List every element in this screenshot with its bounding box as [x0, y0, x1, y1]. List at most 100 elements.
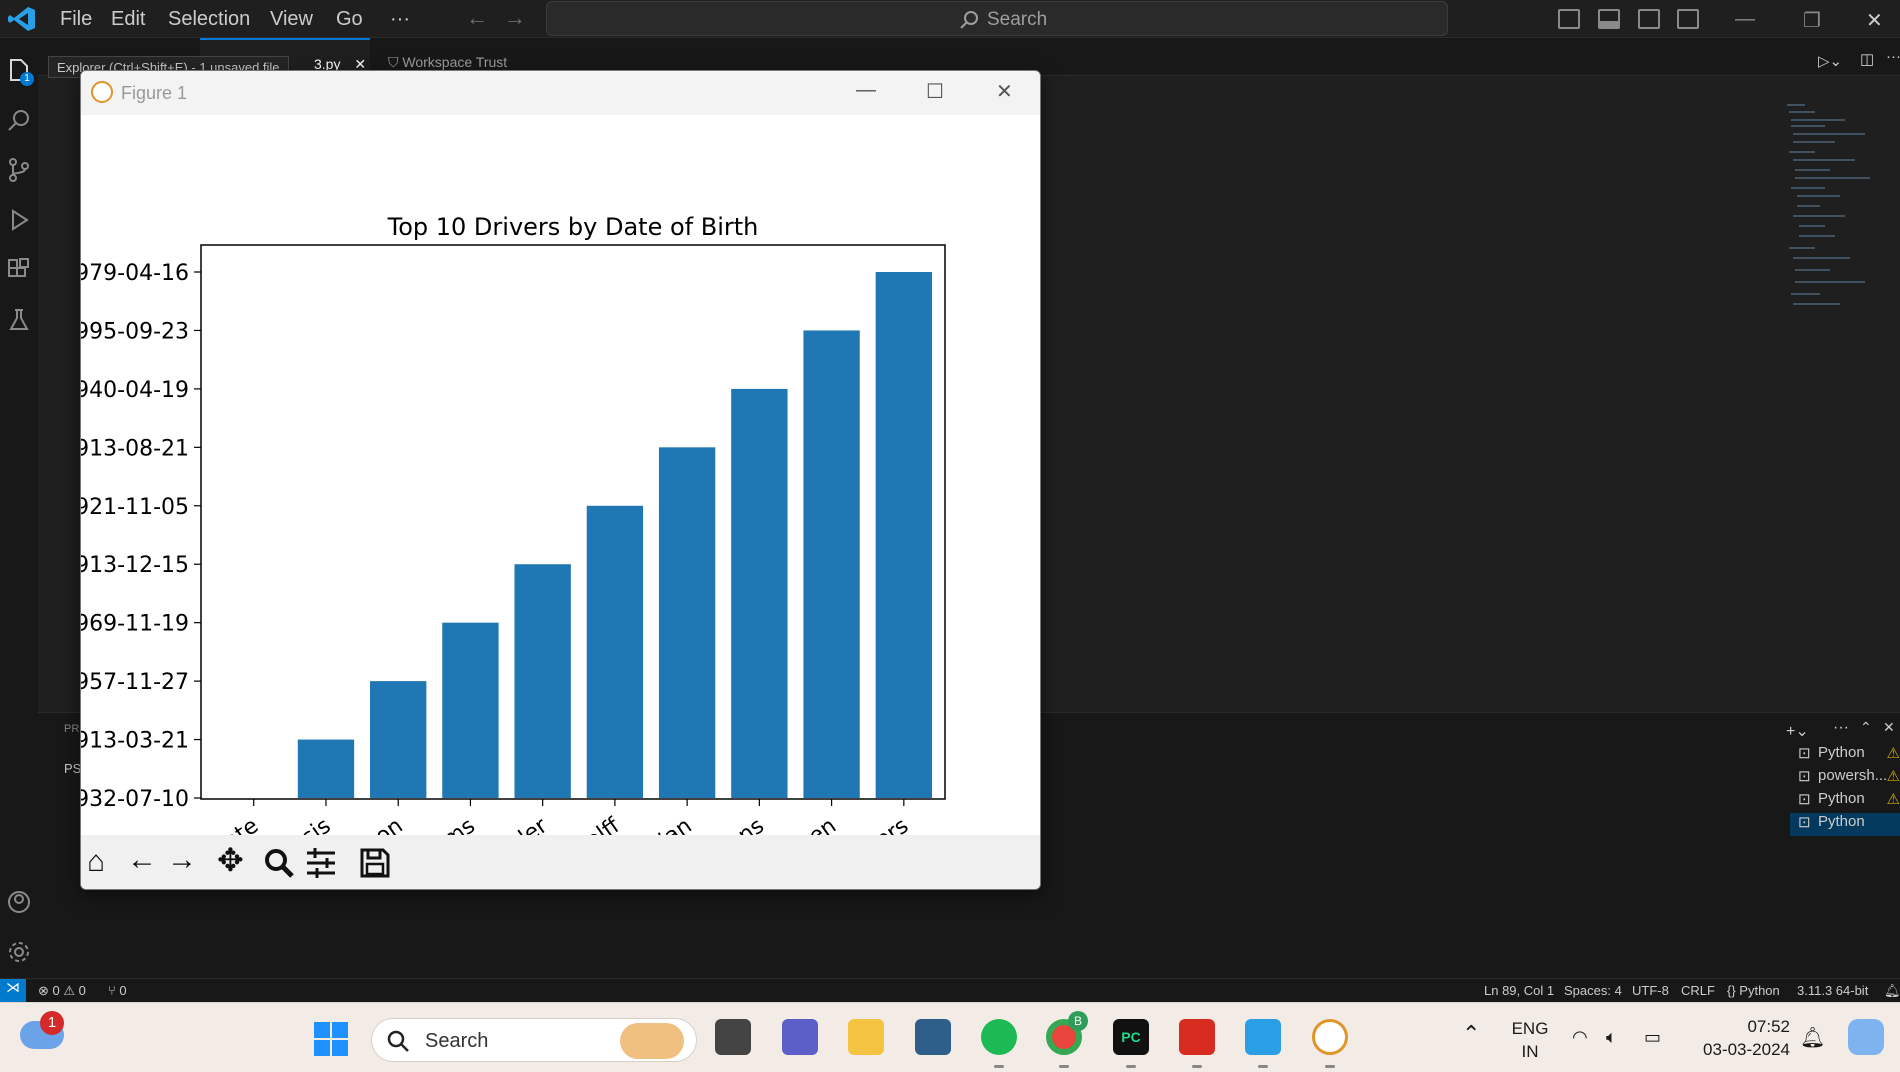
- minimap: [1787, 104, 1870, 305]
- taskbar-search-label: Search: [425, 1030, 489, 1052]
- menu-edit[interactable]: Edit: [111, 8, 146, 30]
- figure-close-icon[interactable]: ✕: [996, 81, 1013, 103]
- clock-date: 03-03-2024: [1703, 1040, 1790, 1059]
- extensions-icon[interactable]: [7, 258, 31, 282]
- warning-icon: ⚠: [1886, 768, 1900, 785]
- taskbar-search[interactable]: Search: [371, 1018, 697, 1062]
- problems-status[interactable]: ⊗ 0 ⚠ 0: [38, 983, 86, 998]
- y-tick-label: 940-04-19: [81, 378, 189, 403]
- volume-muted-icon[interactable]: 🔈︎: [1606, 1027, 1617, 1047]
- close-panel-icon[interactable]: ✕: [1883, 719, 1895, 735]
- redis-icon[interactable]: [1179, 1019, 1215, 1055]
- wifi-icon[interactable]: ◠: [1572, 1027, 1588, 1047]
- new-terminal-icon[interactable]: +⌄: [1786, 723, 1809, 740]
- tab-workspace-trust[interactable]: ⛉ Workspace Trust: [348, 38, 507, 76]
- toggle-panel-icon[interactable]: [1598, 9, 1620, 29]
- spotify-icon[interactable]: [981, 1019, 1017, 1055]
- input-language[interactable]: ENG IN: [1508, 1017, 1552, 1063]
- task-view-icon[interactable]: [715, 1019, 751, 1055]
- run-debug-icon[interactable]: [7, 208, 31, 232]
- terminal-icon: ⊡: [1798, 745, 1811, 762]
- matplotlib-figure-icon[interactable]: [1312, 1019, 1348, 1055]
- maximize-panel-icon[interactable]: ⌃: [1860, 719, 1872, 735]
- x-tick-label: Adams: [404, 813, 480, 835]
- figure-minimize-icon[interactable]: —: [856, 79, 876, 101]
- bar: [514, 564, 571, 798]
- tab-file-label: 3.py: [314, 56, 341, 72]
- menu-go[interactable]: Go: [336, 8, 363, 30]
- split-editor-icon[interactable]: ◫: [1860, 51, 1875, 68]
- tab-close-icon[interactable]: ✕: [354, 56, 367, 72]
- notifications-bell-icon[interactable]: 🔔︎: [1884, 983, 1900, 998]
- notification-bell-icon[interactable]: 🔔︎: [1800, 1027, 1826, 1049]
- y-tick-label: 913-03-21: [81, 729, 189, 754]
- forward-arrow-icon[interactable]: →: [504, 5, 526, 30]
- remote-indicator-icon[interactable]: ⋊: [0, 979, 26, 1003]
- pan-move-icon[interactable]: ✥: [217, 842, 244, 878]
- running-indicator: [1258, 1065, 1268, 1068]
- warning-icon: ⚠: [1886, 745, 1900, 762]
- toggle-secondary-sidebar-icon[interactable]: [1638, 9, 1660, 29]
- title-bar: File Edit Selection View Go ··· ← → Sear…: [0, 0, 1900, 38]
- mysql-workbench-icon[interactable]: [915, 1019, 951, 1055]
- cursor-position[interactable]: Ln 89, Col 1: [1484, 983, 1555, 998]
- windows-taskbar: 1 Search B PC ⌃ ENG IN ◠ 🔈︎ ▭ 07:52 03-03-…: [0, 1002, 1900, 1072]
- terminal-label: powersh...: [1818, 767, 1888, 784]
- command-center-search[interactable]: Search: [546, 1, 1448, 36]
- terminal-item[interactable]: ⊡ Python ⚠: [1790, 790, 1900, 813]
- restore-icon[interactable]: ❐: [1803, 10, 1821, 32]
- vscode-logo-icon: [8, 7, 35, 31]
- pycharm-icon[interactable]: PC: [1113, 1019, 1149, 1055]
- subplots-config-icon[interactable]: [305, 847, 337, 879]
- interpreter-status[interactable]: 3.11.3 64-bit: [1797, 983, 1869, 998]
- close-icon[interactable]: ✕: [1866, 10, 1883, 32]
- figure-maximize-icon[interactable]: ☐: [926, 81, 944, 103]
- save-figure-icon[interactable]: [359, 847, 391, 879]
- menu-view[interactable]: View: [270, 8, 313, 30]
- toggle-primary-sidebar-icon[interactable]: [1558, 9, 1580, 29]
- forward-arrow-icon[interactable]: →: [167, 843, 197, 876]
- file-explorer-icon[interactable]: [848, 1019, 884, 1055]
- terminal-icon: ⊡: [1798, 791, 1811, 808]
- terminal-item-active[interactable]: ⊡ Python: [1790, 813, 1900, 836]
- run-python-icon[interactable]: ▷⌄: [1818, 53, 1843, 70]
- clock[interactable]: 07:52 03-03-2024: [1690, 1015, 1790, 1061]
- warning-count: 0: [78, 983, 86, 998]
- battery-icon[interactable]: ▭: [1644, 1027, 1662, 1047]
- back-arrow-icon[interactable]: ←: [127, 843, 157, 876]
- ports-status[interactable]: ⑂ 0: [108, 983, 127, 998]
- running-indicator: [994, 1065, 1004, 1068]
- copilot-icon[interactable]: [1848, 1019, 1884, 1055]
- terminal-list: ⊡ Python ⚠ ⊡ powersh... ⚠ ⊡ Python ⚠ ⊡ Python: [1790, 744, 1900, 836]
- menu-file[interactable]: File: [60, 8, 93, 30]
- chart-title: Top 10 Drivers by Date of Birth: [387, 213, 759, 241]
- home-icon[interactable]: ⌂: [87, 845, 106, 878]
- settings-gear-icon[interactable]: [7, 940, 31, 964]
- indentation-status[interactable]: Spaces: 4: [1564, 983, 1622, 998]
- customize-layout-icon[interactable]: [1677, 9, 1699, 29]
- language-status[interactable]: {} Python: [1727, 983, 1780, 998]
- more-actions-icon[interactable]: ···: [1886, 48, 1900, 65]
- vscode-taskbar-icon[interactable]: [1245, 1019, 1281, 1055]
- panel-tab-problems[interactable]: PR: [64, 723, 80, 735]
- bar: [875, 272, 932, 798]
- encoding-status[interactable]: UTF-8: [1632, 983, 1669, 998]
- windows-start-icon[interactable]: [313, 1021, 349, 1057]
- terminal-item[interactable]: ⊡ powersh... ⚠: [1790, 767, 1900, 790]
- lang-line-1: ENG: [1511, 1019, 1549, 1038]
- menu-more[interactable]: ···: [390, 8, 410, 30]
- testing-icon[interactable]: [7, 308, 31, 332]
- show-hidden-icons-chevron-icon[interactable]: ⌃: [1462, 1021, 1481, 1046]
- zoom-icon[interactable]: [263, 847, 295, 879]
- search-icon[interactable]: [7, 108, 31, 132]
- minimize-icon[interactable]: —: [1735, 8, 1755, 30]
- back-arrow-icon[interactable]: ←: [466, 5, 488, 30]
- terminal-item[interactable]: ⊡ Python ⚠: [1790, 744, 1900, 767]
- menu-selection[interactable]: Selection: [168, 8, 251, 30]
- account-icon[interactable]: [7, 890, 31, 914]
- panel-more-icon[interactable]: ···: [1833, 719, 1849, 736]
- eol-status[interactable]: CRLF: [1681, 983, 1715, 998]
- source-control-icon[interactable]: [7, 158, 31, 182]
- teams-icon[interactable]: [782, 1019, 818, 1055]
- activity-bar: 1: [0, 38, 38, 978]
